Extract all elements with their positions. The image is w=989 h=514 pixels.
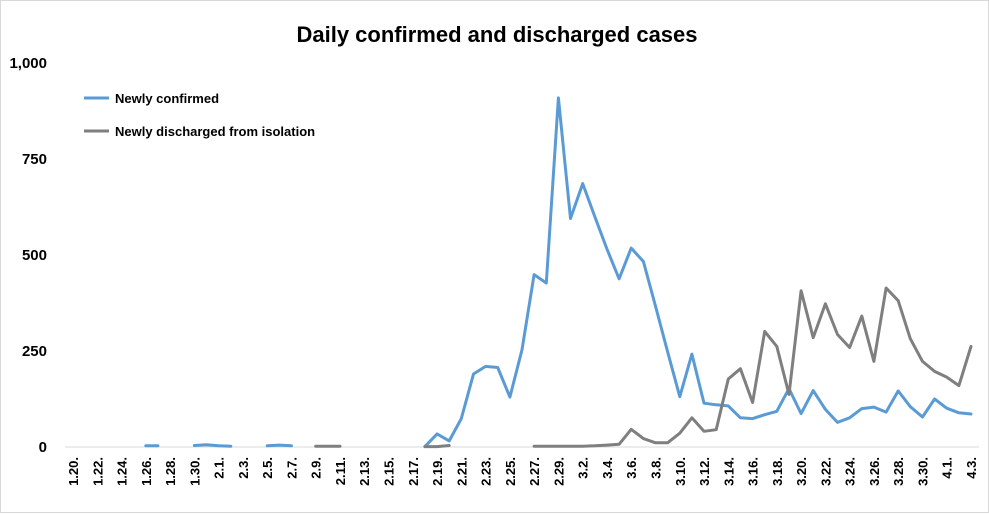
x-tick-label: 1.28. [163,457,178,486]
y-tick-label: 1,000 [9,55,47,72]
x-tick-label: 2.23. [479,457,494,486]
x-tick-label: 3.4. [600,457,615,479]
x-tick-label: 2.9. [309,457,324,479]
x-tick-label: 2.29. [551,457,566,486]
y-tick-label: 250 [22,343,47,360]
x-axis: 1.20. 1.22. 1.24. 1.26. 1.28. 1.30. 2.1. 2.3. 2.… [66,457,979,486]
x-tick-label: 4.1. [940,457,955,479]
y-tick-label: 500 [22,247,47,264]
series-line-confirmed [423,96,973,449]
x-tick-label: 2.5. [260,457,275,479]
x-tick-label: 1.22. [90,457,105,486]
y-tick-label: 750 [22,151,47,168]
x-tick-label: 3.10. [673,457,688,486]
x-tick-label: 3.16. [746,457,761,486]
y-tick-label: 0 [39,439,47,456]
x-tick-label: 2.19. [430,457,445,486]
x-tick-label: 1.20. [66,457,81,486]
legend-label: Newly confirmed [115,91,219,106]
x-tick-label: 2.11. [333,457,348,485]
x-tick-label: 2.17. [406,457,421,486]
series-group [144,96,973,449]
chart-title: Daily confirmed and discharged cases [296,22,697,47]
x-tick-label: 3.20. [794,457,809,486]
x-tick-label: 3.22. [818,457,833,486]
x-tick-label: 3.28. [891,457,906,486]
series-line-discharged [423,444,451,449]
series-line-confirmed [192,443,233,448]
x-tick-label: 3.2. [576,457,591,479]
x-tick-label: 3.6. [624,457,639,479]
x-tick-label: 2.7. [284,457,299,479]
x-tick-label: 3.18. [770,457,785,486]
x-tick-label: 3.12. [697,457,712,486]
y-axis: 0 250 500 750 1,000 [9,55,47,456]
x-tick-label: 3.14. [721,457,736,486]
x-tick-label: 3.26. [867,457,882,486]
x-tick-label: 2.3. [236,457,251,479]
x-tick-label: 3.24. [843,457,858,486]
x-tick-label: 4.3. [964,457,979,479]
x-tick-label: 1.26. [139,457,154,486]
x-tick-label: 1.30. [187,457,202,486]
series-line-confirmed [265,443,293,448]
x-tick-label: 2.13. [357,457,372,486]
x-tick-label: 2.1. [212,457,227,479]
x-tick-label: 1.24. [115,457,130,486]
legend: Newly confirmed Newly discharged from iso… [84,91,315,139]
x-tick-label: 2.27. [527,457,542,486]
x-tick-label: 2.21. [454,457,469,486]
x-tick-label: 2.15. [382,457,397,486]
x-tick-label: 2.25. [503,457,518,486]
series-line-discharged [532,286,973,448]
legend-label: Newly discharged from isolation [115,124,315,139]
x-tick-label: 3.30. [915,457,930,486]
x-tick-label: 3.8. [648,457,663,479]
